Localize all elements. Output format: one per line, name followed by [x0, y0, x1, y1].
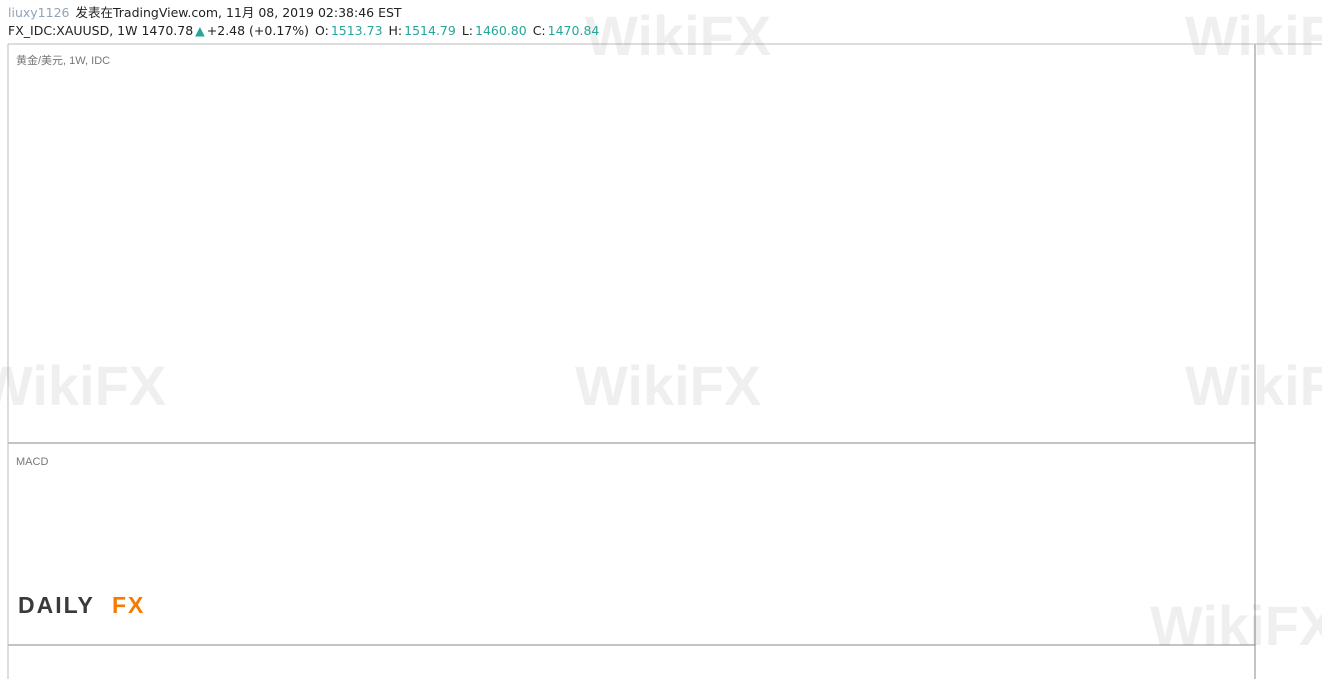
- symbol: FX_IDC:XAUUSD, 1W 1470.78: [8, 23, 194, 38]
- watermark: WikiFX: [585, 4, 771, 67]
- header-line-2: FX_IDC:XAUUSD, 1W 1470.78 ▲ +2.48 (+0.17%)…: [8, 22, 601, 40]
- o-value: 1513.73: [330, 23, 383, 38]
- watermark: WikiFX: [1185, 4, 1322, 67]
- pane-title: 黄金/美元, 1W, IDC: [16, 53, 110, 67]
- watermark: WikiFX: [0, 354, 166, 417]
- watermark: WikiFX: [1150, 594, 1322, 657]
- watermark: WikiFX: [575, 354, 761, 417]
- c-value: 1470.84: [547, 23, 600, 38]
- published: 发表在TradingView.com, 11月 08, 2019 02:38:4…: [75, 5, 402, 20]
- macd-title: MACD: [16, 456, 48, 468]
- change-arrow: ▲: [195, 23, 205, 38]
- user: liuxy1126: [8, 5, 70, 20]
- logo-daily: DAILY: [18, 592, 95, 618]
- c-label: C:: [532, 23, 546, 38]
- o-label: O:: [314, 23, 329, 38]
- logo-fx: FX: [112, 592, 145, 618]
- watermark: WikiFX: [1185, 354, 1322, 417]
- watermarks: WikiFX WikiFX WikiFX WikiFX WikiFX WikiF…: [0, 4, 1322, 657]
- h-value: 1514.79: [404, 23, 456, 38]
- l-label: L:: [461, 23, 474, 38]
- l-value: 1460.80: [475, 23, 527, 38]
- h-label: H:: [388, 23, 403, 38]
- change: +2.48 (+0.17%): [206, 23, 309, 38]
- header-line-1: liuxy1126 发表在TradingView.com, 11月 08, 20…: [8, 4, 601, 22]
- header: liuxy1126 发表在TradingView.com, 11月 08, 20…: [8, 4, 601, 40]
